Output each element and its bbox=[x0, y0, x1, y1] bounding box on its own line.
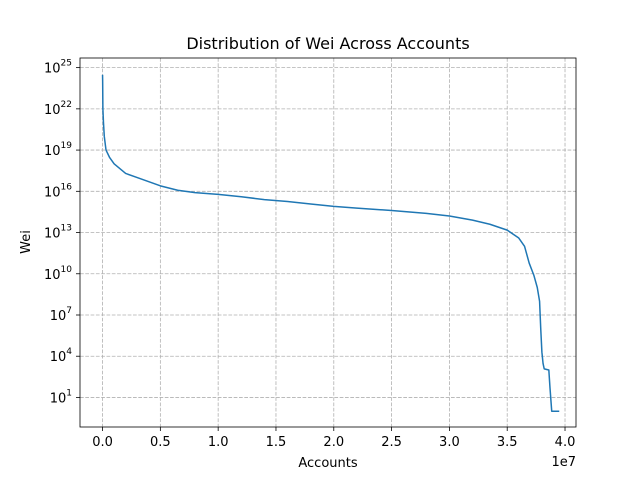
y-tick-base: 10 bbox=[44, 144, 61, 159]
x-tick-label: 2.5 bbox=[381, 435, 402, 450]
chart-title: Distribution of Wei Across Accounts bbox=[186, 34, 469, 53]
y-tick-exponent: 19 bbox=[61, 141, 73, 151]
x-tick-label: 3.0 bbox=[439, 435, 460, 450]
x-tick-label: 0.5 bbox=[150, 435, 171, 450]
y-tick-exponent: 10 bbox=[61, 265, 73, 275]
x-tick-label: 2.0 bbox=[323, 435, 344, 450]
y-tick-exponent: 1 bbox=[66, 388, 72, 398]
tick-layer: 0.0 0.5 1.0 1.5 2.0 2.5 3.0 3.5 4.01011041071010… bbox=[44, 59, 575, 450]
y-tick-exponent: 13 bbox=[61, 224, 72, 234]
y-tick-base: 10 bbox=[50, 350, 67, 365]
y-tick-label: 101 bbox=[50, 388, 72, 406]
y-tick-label: 104 bbox=[50, 347, 73, 365]
y-tick-base: 10 bbox=[44, 227, 61, 242]
y-tick-label: 1016 bbox=[44, 182, 72, 200]
y-tick-base: 10 bbox=[50, 391, 67, 406]
y-tick-label: 1019 bbox=[44, 141, 72, 159]
y-tick-exponent: 7 bbox=[66, 306, 72, 316]
y-tick-base: 10 bbox=[44, 103, 61, 118]
x-axis-offset-label: 1e7 bbox=[551, 455, 576, 470]
y-tick-exponent: 22 bbox=[61, 100, 72, 110]
y-axis-label: Wei bbox=[19, 230, 34, 254]
x-tick-label: 3.5 bbox=[497, 435, 518, 450]
y-tick-label: 1010 bbox=[44, 265, 72, 283]
y-tick-base: 10 bbox=[44, 62, 61, 77]
y-tick-exponent: 16 bbox=[61, 182, 73, 192]
y-tick-base: 10 bbox=[44, 185, 61, 200]
y-tick-base: 10 bbox=[50, 309, 67, 324]
x-tick-label: 0.0 bbox=[92, 435, 113, 450]
x-tick-label: 1.0 bbox=[208, 435, 229, 450]
y-tick-label: 1025 bbox=[44, 59, 72, 77]
y-tick-base: 10 bbox=[44, 268, 61, 283]
plot-frame bbox=[79, 57, 577, 428]
grid-layer bbox=[80, 58, 576, 427]
x-tick-label: 1.5 bbox=[266, 435, 287, 450]
y-tick-label: 1022 bbox=[44, 100, 72, 118]
y-tick-exponent: 25 bbox=[61, 59, 72, 69]
series-layer bbox=[101, 74, 560, 412]
x-tick-label: 4.0 bbox=[555, 435, 576, 450]
x-axis-label: Accounts bbox=[298, 456, 357, 471]
y-tick-label: 107 bbox=[50, 306, 72, 324]
y-tick-exponent: 4 bbox=[66, 347, 72, 357]
series-line bbox=[101, 74, 560, 412]
y-tick-label: 1013 bbox=[44, 224, 72, 242]
